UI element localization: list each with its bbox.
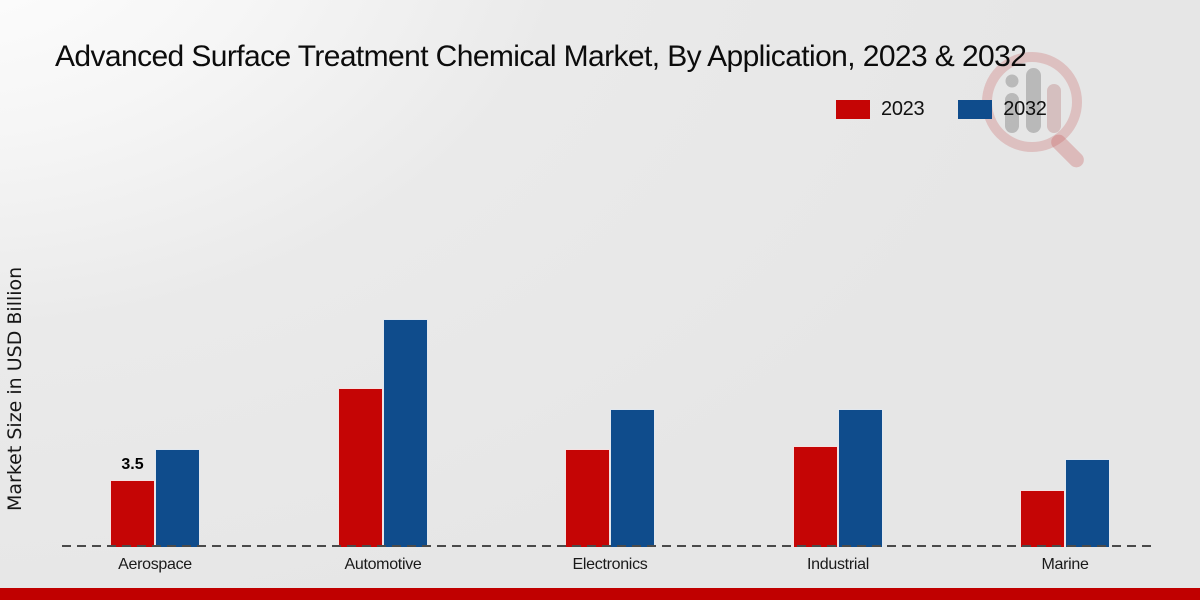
bar-2023-electronics <box>565 449 610 547</box>
legend-swatch-2032 <box>958 100 993 119</box>
magnifier-logo-watermark <box>982 52 1084 168</box>
legend: 2023 2032 <box>836 98 1047 121</box>
footer-stripe <box>0 588 1200 600</box>
legend-item-2032: 2032 <box>958 98 1047 121</box>
bar-2032-electronics <box>610 409 655 547</box>
chart-title: Advanced Surface Treatment Chemical Mark… <box>55 40 1027 73</box>
x-axis-label-aerospace: Aerospace <box>118 556 192 573</box>
bar-2023-industrial <box>793 446 838 547</box>
x-axis-label-electronics: Electronics <box>572 556 648 573</box>
x-axis-label-industrial: Industrial <box>807 556 869 573</box>
legend-label-2032: 2032 <box>1003 98 1047 120</box>
x-axis-label-automotive: Automotive <box>344 556 422 573</box>
legend-swatch-2023 <box>836 100 870 119</box>
bar-value-label: 3.5 <box>121 456 144 473</box>
bar-2023-marine <box>1020 490 1065 547</box>
bar-2023-automotive <box>338 388 383 547</box>
bar-2032-marine <box>1065 459 1110 547</box>
zero-baseline <box>62 545 1152 547</box>
bar-2032-automotive <box>383 319 428 547</box>
y-axis-title: Market Size in USD Billion <box>4 266 26 512</box>
bar-2032-industrial <box>838 409 883 547</box>
legend-label-2023: 2023 <box>881 98 925 120</box>
bar-2023-aerospace <box>110 480 155 547</box>
legend-item-2023: 2023 <box>836 98 925 121</box>
x-axis-label-marine: Marine <box>1041 556 1089 573</box>
bar-2032-aerospace <box>155 449 200 547</box>
